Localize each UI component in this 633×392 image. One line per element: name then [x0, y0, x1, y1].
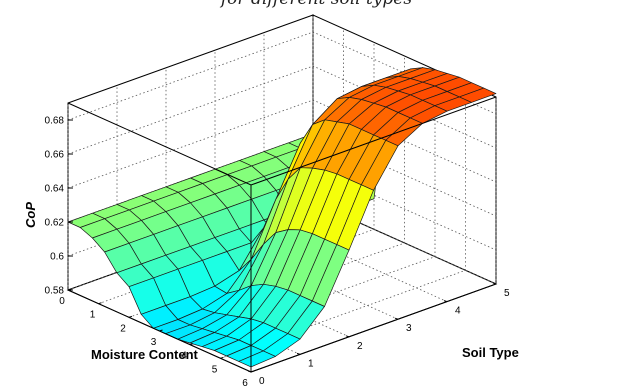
y-tick-mark [492, 282, 497, 285]
x-tick-label: 4 [181, 351, 187, 362]
x-tick-label: 2 [120, 323, 126, 334]
x-tick-label: 0 [59, 296, 65, 307]
x-tick-label: 3 [151, 337, 157, 348]
x-tick-mark [98, 302, 102, 305]
grid-line-z [67, 31, 497, 121]
y-tick-label: 4 [455, 306, 461, 317]
z-axis-label: CoP [23, 202, 38, 228]
grid-line-z [67, 99, 497, 189]
y-tick-label: 0 [259, 376, 265, 387]
y-tick-mark [443, 300, 448, 303]
x-tick-label: 1 [90, 310, 96, 321]
y-tick-mark [345, 335, 350, 338]
z-tick-label: 0.66 [45, 150, 65, 161]
x-tick-label: 5 [212, 364, 218, 375]
y-tick-label: 5 [504, 288, 510, 299]
x-tick-mark [250, 370, 255, 373]
y-tick-mark [296, 352, 301, 355]
z-tick-label: 0.62 [45, 218, 65, 229]
figure-caption: for different soil types [0, 0, 633, 9]
y-axis-label: Soil Type [462, 345, 519, 360]
x-axis-label: Moisture Content [91, 347, 199, 362]
z-tick-label: 0.6 [50, 252, 64, 263]
y-tick-label: 1 [308, 358, 314, 369]
x-tick-mark [189, 343, 194, 346]
y-tick-mark [247, 370, 252, 373]
y-tick-mark [394, 317, 399, 320]
grid-line-x [189, 69, 436, 346]
z-tick-label: 0.64 [45, 184, 65, 195]
x-tick-mark [220, 356, 224, 359]
x-tick-mark [128, 315, 133, 318]
x-tick-label: 6 [242, 378, 248, 389]
surface-mesh [67, 67, 497, 368]
x-tick-mark [67, 288, 72, 291]
z-tick-label: 0.68 [45, 116, 65, 127]
z-tick-label: 0.58 [45, 286, 65, 297]
y-tick-label: 3 [406, 323, 412, 334]
y-tick-label: 2 [357, 341, 363, 352]
x-tick-mark [159, 329, 163, 332]
surface-patch [238, 350, 276, 368]
